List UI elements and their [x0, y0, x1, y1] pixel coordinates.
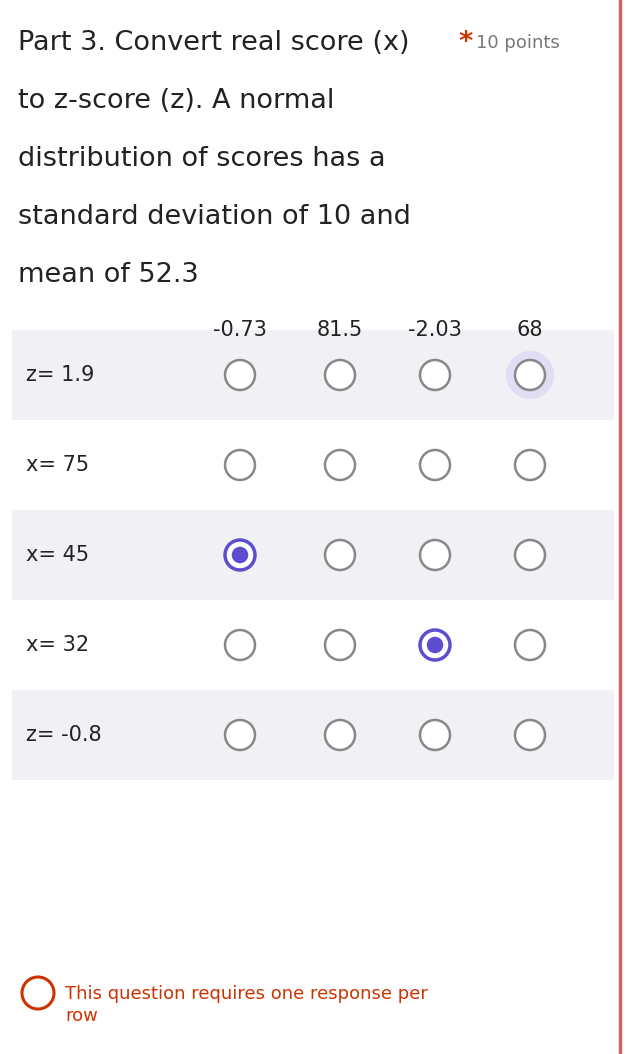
Ellipse shape [225, 630, 255, 660]
Text: to z-score (z). A normal: to z-score (z). A normal [18, 87, 334, 114]
Text: *: * [458, 30, 472, 56]
Text: Part 3. Convert real score (x): Part 3. Convert real score (x) [18, 30, 410, 56]
Ellipse shape [515, 630, 545, 660]
Text: x= 45: x= 45 [26, 545, 89, 565]
Ellipse shape [420, 630, 450, 660]
Ellipse shape [325, 540, 355, 570]
Ellipse shape [515, 540, 545, 570]
FancyBboxPatch shape [12, 419, 614, 510]
Ellipse shape [325, 450, 355, 480]
Text: -2.03: -2.03 [408, 320, 462, 340]
Ellipse shape [225, 720, 255, 750]
Ellipse shape [515, 360, 545, 390]
Ellipse shape [225, 450, 255, 480]
Ellipse shape [325, 720, 355, 750]
Ellipse shape [515, 720, 545, 750]
Ellipse shape [420, 360, 450, 390]
Ellipse shape [325, 630, 355, 660]
Text: This question requires one response per: This question requires one response per [65, 985, 428, 1003]
Ellipse shape [225, 540, 255, 570]
Ellipse shape [325, 360, 355, 390]
Ellipse shape [420, 720, 450, 750]
Ellipse shape [506, 351, 554, 399]
Text: x= 75: x= 75 [26, 455, 89, 475]
Ellipse shape [225, 360, 255, 390]
Text: z= -0.8: z= -0.8 [26, 725, 102, 745]
Ellipse shape [427, 637, 443, 653]
Text: 10 points: 10 points [476, 34, 560, 52]
Text: !: ! [34, 983, 42, 1002]
Ellipse shape [420, 450, 450, 480]
Ellipse shape [420, 540, 450, 570]
FancyBboxPatch shape [12, 600, 614, 690]
FancyBboxPatch shape [12, 330, 614, 419]
Ellipse shape [232, 547, 248, 563]
Text: -0.73: -0.73 [213, 320, 267, 340]
Text: standard deviation of 10 and: standard deviation of 10 and [18, 204, 411, 230]
Text: row: row [65, 1007, 98, 1024]
Text: x= 32: x= 32 [26, 635, 89, 655]
FancyBboxPatch shape [12, 510, 614, 600]
Text: mean of 52.3: mean of 52.3 [18, 262, 199, 288]
Text: 81.5: 81.5 [317, 320, 363, 340]
FancyBboxPatch shape [12, 690, 614, 780]
Text: distribution of scores has a: distribution of scores has a [18, 147, 385, 172]
Text: z= 1.9: z= 1.9 [26, 365, 95, 385]
Ellipse shape [22, 977, 54, 1009]
Text: 68: 68 [517, 320, 543, 340]
Ellipse shape [515, 450, 545, 480]
